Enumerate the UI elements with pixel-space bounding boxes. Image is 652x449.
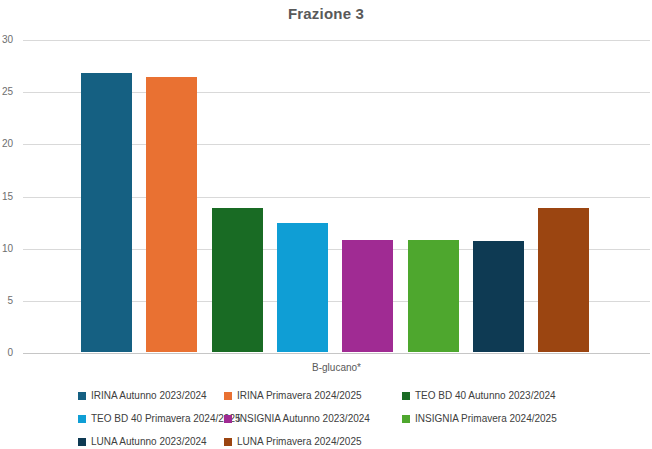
bar-luna-primavera-2024-2025[interactable]	[538, 208, 589, 352]
y-tick-label: 5	[0, 295, 13, 307]
legend-item-teo-bd-40-autunno-2023-2024[interactable]: TEO BD 40 Autunno 2023/2024	[402, 389, 556, 402]
legend-item-label: IRINA Primavera 2024/2025	[237, 389, 362, 402]
legend-item-label: TEO BD 40 Primavera 2024/2025	[91, 412, 241, 425]
legend-item-label: LUNA Primavera 2024/2025	[237, 435, 362, 448]
legend-item-label: IRINA Autunno 2023/2024	[91, 389, 207, 402]
legend-item-luna-autunno-2023-2024[interactable]: LUNA Autunno 2023/2024	[78, 435, 207, 448]
legend-swatch-icon	[78, 438, 86, 446]
gridline	[23, 40, 650, 41]
legend-swatch-icon	[224, 438, 232, 446]
legend-item-teo-bd-40-primavera-2024-2025[interactable]: TEO BD 40 Primavera 2024/2025	[78, 412, 241, 425]
legend-item-insignia-autunno-2023-2024[interactable]: INSIGNIA Autunno 2023/2024	[224, 412, 370, 425]
bar-teo-bd-40-autunno-2023-2024[interactable]	[212, 208, 263, 352]
legend-item-luna-primavera-2024-2025[interactable]: LUNA Primavera 2024/2025	[224, 435, 362, 448]
legend-item-label: TEO BD 40 Autunno 2023/2024	[415, 389, 556, 402]
legend-item-irina-primavera-2024-2025[interactable]: IRINA Primavera 2024/2025	[224, 389, 362, 402]
bar-irina-autunno-2023-2024[interactable]	[81, 73, 132, 352]
legend-item-irina-autunno-2023-2024[interactable]: IRINA Autunno 2023/2024	[78, 389, 207, 402]
legend-item-label: LUNA Autunno 2023/2024	[91, 435, 207, 448]
y-tick-label: 20	[0, 138, 13, 150]
legend-swatch-icon	[78, 415, 86, 423]
y-tick-label: 25	[0, 86, 13, 98]
bar-teo-bd-40-primavera-2024-2025[interactable]	[277, 223, 328, 352]
bar-irina-primavera-2024-2025[interactable]	[146, 77, 197, 352]
legend-swatch-icon	[224, 392, 232, 400]
y-tick-label: 15	[0, 191, 13, 203]
x-axis-line	[23, 353, 650, 354]
plot-area	[23, 40, 650, 353]
bar-insignia-primavera-2024-2025[interactable]	[408, 240, 459, 352]
bar-chart: Frazione 3 0 5 10 15 20 25 30 B-glucano* IRINA…	[0, 0, 652, 449]
bar-insignia-autunno-2023-2024[interactable]	[342, 240, 393, 352]
legend-item-label: INSIGNIA Autunno 2023/2024	[237, 412, 370, 425]
legend-item-insignia-primavera-2024-2025[interactable]: INSIGNIA Primavera 2024/2025	[402, 412, 557, 425]
legend-swatch-icon	[224, 415, 232, 423]
y-tick-label: 30	[0, 34, 13, 46]
legend-item-label: INSIGNIA Primavera 2024/2025	[415, 412, 557, 425]
y-tick-label: 0	[0, 347, 13, 359]
legend-swatch-icon	[402, 392, 410, 400]
legend-swatch-icon	[402, 415, 410, 423]
bar-luna-autunno-2023-2024[interactable]	[473, 241, 524, 352]
legend-swatch-icon	[78, 392, 86, 400]
x-axis-label: B-glucano*	[23, 362, 650, 373]
y-tick-label: 10	[0, 243, 13, 255]
chart-title[interactable]: Frazione 3	[0, 5, 652, 22]
